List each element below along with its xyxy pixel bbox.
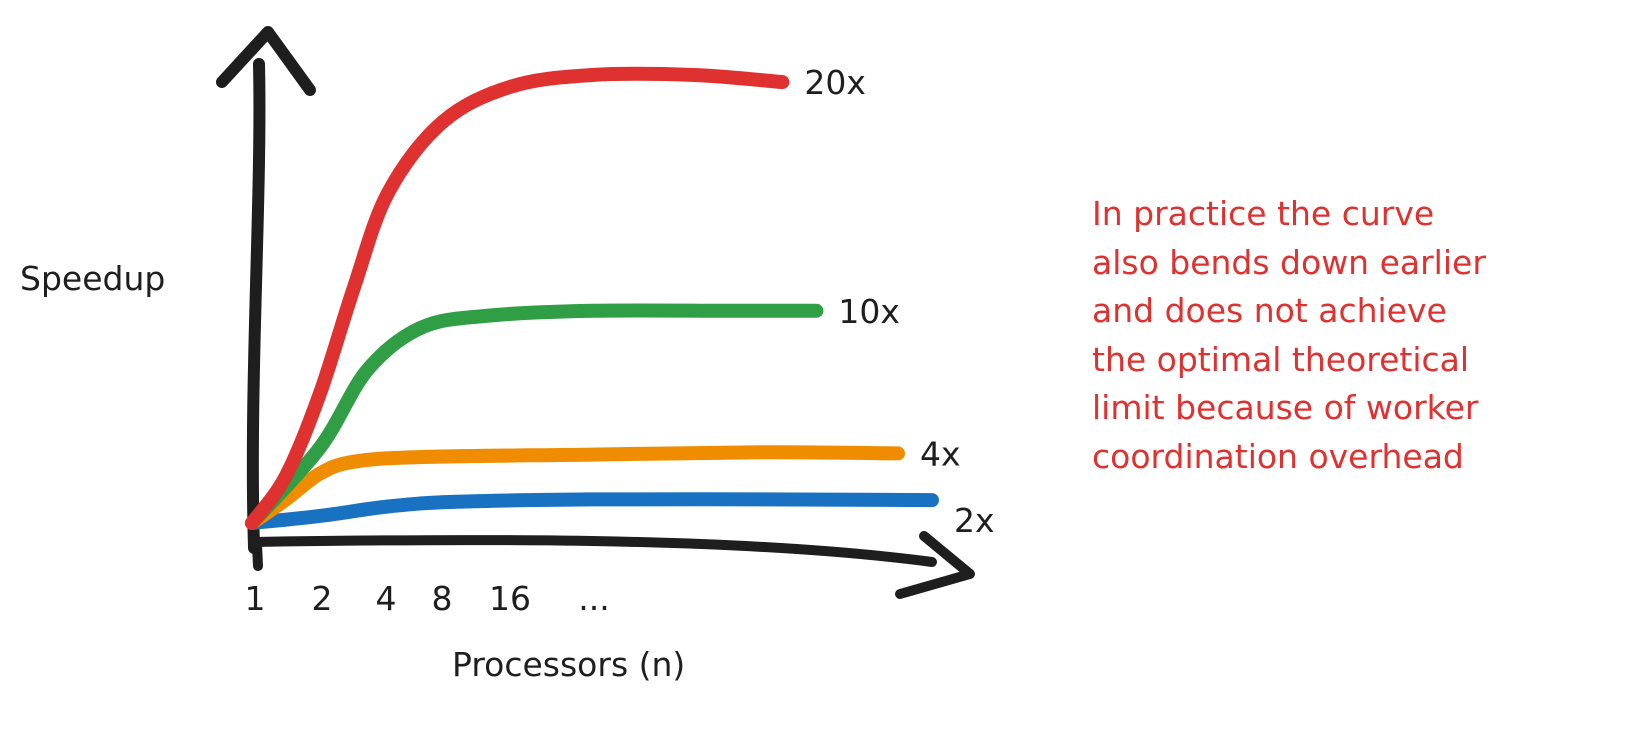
series-labels: 2x 4x 10x 20x [804,63,994,540]
x-tick-label: 4 [376,579,397,618]
series-line-2x [245,492,939,530]
series-line-4x [245,445,905,530]
curves-group [245,66,939,530]
annotation-line: also bends down earlier [1092,242,1486,282]
series-line-10x [245,303,824,530]
y-axis-line [246,58,266,554]
series-line-20x [245,66,790,530]
y-axis [216,26,316,554]
y-axis-arrowhead [216,26,316,96]
series-label-4x: 4x [920,434,961,473]
series-label-2x: 2x [954,501,995,540]
annotation-line: In practice the curve [1092,194,1435,233]
annotation-note: In practice the curve also bends down ea… [1092,190,1612,481]
x-tick-label: 8 [432,579,453,618]
x-tick-label: 2 [312,579,333,618]
x-axis [249,531,975,599]
y-axis-label: Speedup [20,259,165,298]
annotation-line: coordination overhead [1092,436,1464,476]
annotation-line: limit because of worker [1092,388,1479,427]
x-axis-arrowhead [895,531,975,599]
x-axis-line [249,535,937,567]
series-label-20x: 20x [804,63,866,102]
x-tick-label: 16 [489,579,531,618]
x-tick-labels: 1 2 4 8 16... [245,579,610,618]
x-tick-label: ... [578,579,609,618]
x-tick-label: 1 [245,579,266,618]
series-label-10x: 10x [838,292,900,331]
annotation-line: and does not achieve [1092,291,1447,330]
annotation-line: the optimal theoretical [1092,339,1470,379]
origin-stub [252,539,263,571]
x-axis-label: Processors (n) [452,645,685,684]
